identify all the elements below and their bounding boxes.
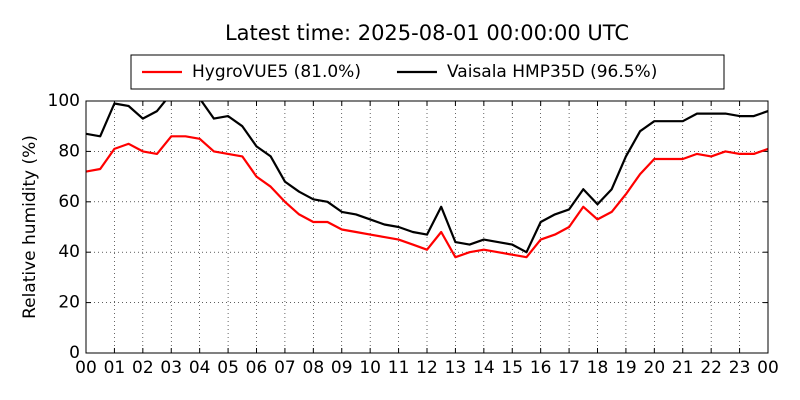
- x-tick-label: 01: [104, 358, 126, 378]
- x-tick-label: 06: [246, 358, 268, 378]
- x-tick-label: 20: [644, 358, 666, 378]
- x-tick-label: 03: [160, 358, 182, 378]
- y-tick-label: 40: [58, 242, 80, 262]
- x-tick-label: 04: [189, 358, 211, 378]
- x-tick-label: 02: [132, 358, 154, 378]
- series-line: [86, 135, 768, 259]
- x-tick-label: 11: [388, 358, 410, 378]
- x-tick-label: 17: [558, 358, 580, 378]
- x-tick-label: 19: [615, 358, 637, 378]
- x-tick-label: 05: [217, 358, 239, 378]
- x-tick-label: 07: [274, 358, 296, 378]
- x-tick-label: 10: [359, 358, 381, 378]
- x-tick-label: 09: [331, 358, 353, 378]
- y-axis-label: Relative humidity (%): [20, 135, 40, 319]
- y-tick-label: 0: [69, 343, 80, 363]
- x-tick-label: 21: [672, 358, 694, 378]
- series-line: [86, 101, 768, 254]
- x-tick-label: 08: [303, 358, 325, 378]
- x-tick-label: 23: [729, 358, 751, 378]
- y-tick-label: 60: [58, 192, 80, 212]
- plot-lines: [86, 101, 768, 259]
- y-tick-label: 20: [58, 293, 80, 313]
- x-tick-label: 18: [587, 358, 609, 378]
- x-tick-label: 13: [445, 358, 467, 378]
- chart-title: Latest time: 2025-08-01 00:00:00 UTC: [225, 21, 629, 45]
- x-tick-label: 15: [501, 358, 523, 378]
- y-tick-label: 100: [48, 91, 80, 111]
- plot-frame: [85, 100, 769, 354]
- x-tick-label: 22: [700, 358, 722, 378]
- grid: [85, 100, 769, 354]
- x-tick-label: 16: [530, 358, 552, 378]
- legend-label: HygroVUE5 (81.0%): [192, 62, 361, 82]
- x-tick-label: 14: [473, 358, 495, 378]
- legend-label: Vaisala HMP35D (96.5%): [447, 62, 657, 82]
- x-tick-label: 12: [416, 358, 438, 378]
- x-tick-label: 00: [757, 358, 779, 378]
- legend: HygroVUE5 (81.0%) Vaisala HMP35D (96.5%): [142, 62, 657, 82]
- y-tick-label: 80: [58, 141, 80, 161]
- x-tick-label: 00: [75, 358, 97, 378]
